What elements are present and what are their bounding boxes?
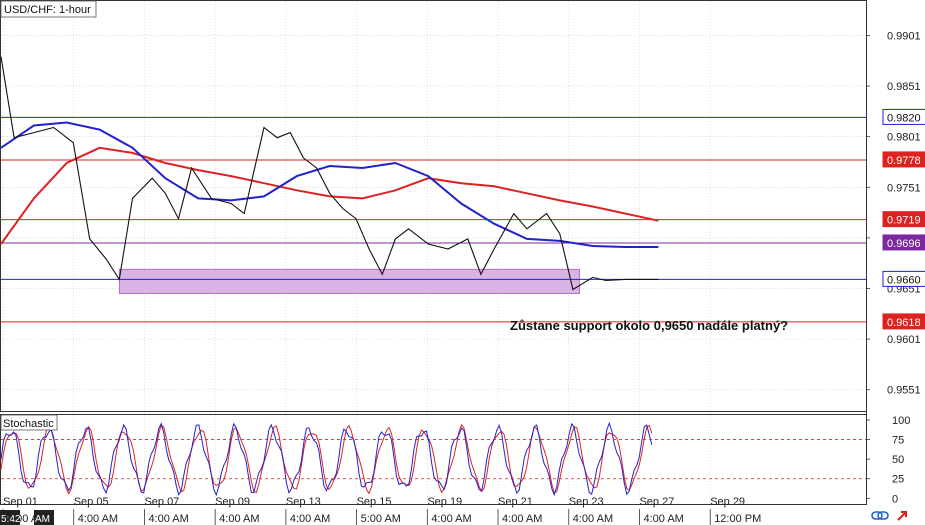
time-label: 4:00 AM (148, 513, 188, 525)
corner-time-box (0, 510, 20, 525)
date-label: Sep 27 (639, 496, 674, 508)
level-badge (882, 270, 925, 287)
date-label: Sep 21 (498, 496, 533, 508)
price-line (0, 56, 659, 291)
arrow-icon[interactable] (897, 511, 907, 521)
time-label: 4:00 AM (502, 513, 542, 525)
level-badge (882, 108, 925, 125)
time-label: 4:00 AM (643, 513, 683, 525)
stochastic-tick-label: 100 (892, 415, 910, 427)
price-tick-label: 0.9551 (887, 385, 921, 397)
price-series-layer (0, 56, 659, 291)
indicator-label: Stochastic (3, 418, 54, 430)
level-badge (882, 313, 925, 330)
time-label: 5:00 AM (361, 513, 401, 525)
stochastic-main-line (0, 421, 653, 497)
symbol-label-box (0, 0, 97, 18)
moving-average-blue (0, 121, 659, 248)
level-badge-label: 0.9618 (887, 317, 921, 329)
level-badge (882, 151, 925, 168)
time-label: 4:00 AM (431, 513, 471, 525)
support-zone-layer (118, 268, 580, 294)
date-label: Sep 29 (710, 496, 745, 508)
level-badge-label: 0.9719 (887, 215, 921, 227)
time-label: 12:00 PM (714, 513, 761, 525)
time-label: 4:00 AM (219, 513, 259, 525)
link-icon[interactable] (871, 511, 889, 520)
price-panel-frame (0, 0, 867, 412)
stochastic-tick-label: 25 (892, 474, 904, 486)
date-label: Sep 19 (427, 496, 462, 508)
price-tick-label: 0.9601 (887, 334, 921, 346)
time-label: 4:00 AM (573, 513, 613, 525)
level-badge (882, 234, 925, 251)
symbol-label: USD/CHF: 1-hour (4, 4, 91, 16)
corner-marker-box (34, 510, 54, 525)
level-badge-label: 0.9660 (887, 274, 921, 286)
date-label: Sep 15 (357, 496, 392, 508)
price-tick-label: 0.9851 (887, 81, 921, 93)
price-axis-ticks: 0.99010.98510.98010.97510.97010.96510.96… (866, 30, 921, 397)
date-label: Sep 01 (3, 496, 38, 508)
stochastic-tick-label: 75 (892, 435, 904, 447)
date-label: Sep 09 (215, 496, 250, 508)
level-badges-layer: 0.9820 0.9778 0.9719 0.9696 0.9660 0.9618 (882, 108, 925, 330)
support-zone (118, 268, 580, 294)
stochastic-series-layer (0, 421, 653, 497)
stochastic-axis-ticks: 100 75 50 25 0 (1, 415, 910, 505)
time-label: 4:00 AM (78, 513, 118, 525)
corner-time: 5:42 (1, 514, 21, 525)
stochastic-tick-label: 0 (892, 493, 898, 505)
price-tick-label: 0.9751 (887, 182, 921, 194)
date-label: Sep 13 (286, 496, 321, 508)
price-tick-label: 0.9801 (887, 132, 921, 144)
date-label: Sep 07 (144, 496, 179, 508)
level-badge-label: 0.9696 (887, 238, 921, 250)
time-label: 4:00 AM (290, 513, 330, 525)
corner-marker: AM (35, 514, 50, 525)
level-badge (882, 211, 925, 228)
stochastic-signal-line (0, 423, 653, 495)
indicator-label-box (0, 414, 58, 431)
level-badge-label: 0.9778 (887, 155, 921, 167)
moving-averages-layer (0, 121, 659, 248)
level-badge-label: 0.9820 (887, 112, 921, 124)
moving-average-red (0, 146, 659, 245)
stochastic-panel-frame (0, 414, 867, 505)
date-label: Sep 23 (569, 496, 604, 508)
stochastic-tick-label: 50 (892, 454, 904, 466)
annotation-text: Zůstane support okolo 0,9650 nadále plat… (510, 318, 788, 333)
price-tick-label: 0.9901 (887, 30, 921, 42)
date-label: Sep 05 (74, 496, 109, 508)
